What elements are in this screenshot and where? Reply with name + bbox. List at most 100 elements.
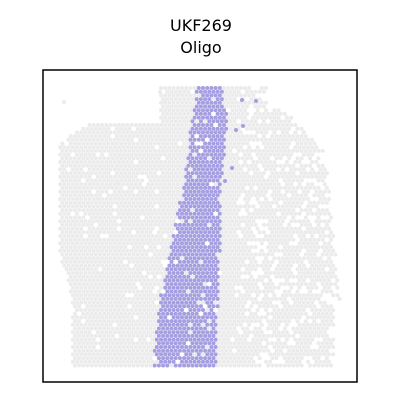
tissue-spot	[327, 271, 331, 275]
tissue-spot	[125, 152, 130, 157]
tissue-spot	[123, 163, 128, 168]
tissue-spot	[274, 304, 279, 309]
oligo-spot	[184, 285, 189, 290]
tissue-spot	[236, 171, 241, 176]
tissue-spot	[83, 345, 88, 349]
tissue-spot	[270, 289, 275, 294]
tissue-spot	[123, 193, 128, 198]
tissue-spot	[131, 156, 136, 161]
tissue-spot	[102, 348, 107, 353]
tissue-spot	[171, 167, 176, 172]
oligo-spot	[182, 348, 187, 353]
tissue-spot	[117, 359, 121, 364]
oligo-spot	[198, 222, 203, 227]
tissue-spot	[327, 315, 331, 320]
tissue-spot	[293, 345, 298, 349]
tissue-spot	[175, 137, 180, 142]
tissue-spot	[108, 315, 113, 320]
tissue-spot	[188, 100, 193, 105]
tissue-spot	[156, 267, 161, 272]
tissue-spot	[249, 178, 254, 183]
tissue-spot	[222, 256, 226, 261]
tissue-spot	[232, 289, 237, 294]
tissue-spot	[173, 193, 178, 198]
tissue-spot	[249, 134, 254, 139]
tissue-spot	[117, 308, 121, 312]
tissue-spot	[299, 356, 304, 361]
tissue-spot	[219, 326, 224, 331]
tissue-spot	[75, 359, 79, 364]
oligo-spot	[196, 345, 201, 349]
oligo-spot	[188, 197, 193, 201]
tissue-spot	[163, 256, 168, 261]
tissue-spot	[159, 93, 163, 98]
tissue-spot	[316, 348, 321, 353]
tissue-spot	[306, 211, 310, 216]
oligo-spot	[169, 356, 174, 361]
tissue-spot	[87, 293, 92, 298]
tissue-spot	[215, 311, 220, 316]
oligo-spot	[190, 252, 195, 257]
tissue-spot	[322, 271, 327, 275]
oligo-spot	[169, 341, 174, 346]
oligo-spot	[205, 130, 210, 135]
oligo-spot	[171, 359, 176, 364]
tissue-spot	[230, 137, 235, 142]
tissue-spot	[127, 267, 132, 272]
tissue-spot	[255, 108, 260, 113]
tissue-spot	[133, 308, 138, 312]
tissue-spot	[236, 341, 241, 346]
tissue-spot	[102, 163, 107, 168]
tissue-spot	[81, 296, 86, 301]
oligo-spot	[167, 271, 172, 275]
oligo-spot	[180, 359, 184, 364]
oligo-spot	[209, 137, 214, 142]
tissue-spot	[169, 230, 174, 235]
tissue-spot	[282, 259, 287, 264]
tissue-spot	[276, 263, 281, 268]
tissue-spot	[87, 345, 92, 349]
tissue-spot	[278, 341, 283, 346]
tissue-spot	[169, 156, 174, 161]
oligo-spot	[217, 100, 222, 105]
oligo-spot	[177, 208, 182, 213]
tissue-spot	[127, 222, 132, 227]
oligo-spot	[190, 230, 195, 235]
tissue-spot	[245, 245, 250, 250]
oligo-spot	[211, 348, 216, 353]
tissue-spot	[253, 89, 258, 94]
tissue-spot	[272, 226, 277, 231]
tissue-spot	[98, 230, 103, 235]
tissue-spot	[297, 197, 302, 201]
tissue-spot	[104, 160, 109, 164]
tissue-spot	[100, 123, 105, 127]
tissue-spot	[123, 341, 128, 346]
tissue-spot	[331, 271, 336, 275]
tissue-spot	[127, 333, 132, 338]
tissue-spot	[77, 185, 82, 190]
tissue-spot	[77, 319, 82, 324]
tissue-spot	[327, 285, 331, 290]
oligo-spot	[194, 156, 199, 161]
oligo-spot	[196, 86, 201, 90]
tissue-spot	[81, 193, 86, 198]
tissue-spot	[322, 315, 327, 320]
tissue-spot	[146, 211, 151, 216]
tissue-spot	[169, 141, 174, 146]
oligo-spot	[217, 86, 222, 90]
tissue-spot	[234, 152, 239, 157]
tissue-spot	[255, 152, 260, 157]
tissue-spot	[68, 267, 73, 272]
tissue-spot	[123, 333, 128, 338]
tissue-spot	[68, 259, 73, 264]
tissue-spot	[159, 204, 163, 209]
oligo-spot	[219, 119, 224, 124]
chart-title-sample: UKF269	[170, 16, 232, 35]
tissue-spot	[106, 333, 111, 338]
tissue-spot	[282, 163, 287, 168]
tissue-spot	[230, 211, 235, 216]
tissue-spot	[259, 137, 264, 142]
oligo-spot	[211, 156, 216, 161]
tissue-spot	[213, 182, 218, 187]
tissue-spot	[243, 285, 247, 290]
